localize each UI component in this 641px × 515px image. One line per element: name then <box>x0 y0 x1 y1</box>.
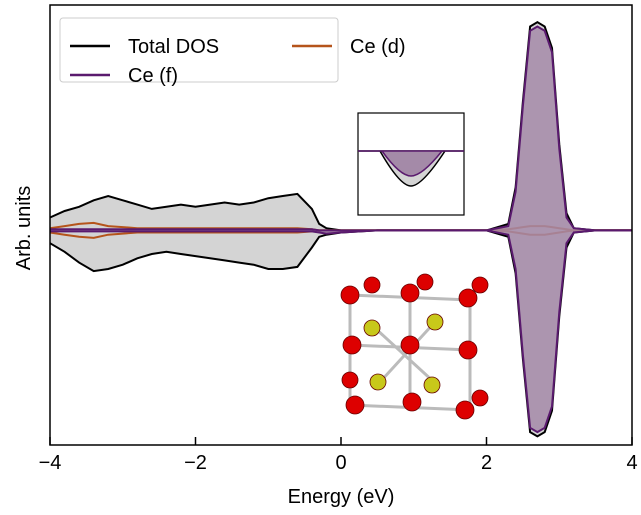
atoms <box>340 273 489 420</box>
dos-line-up <box>50 25 632 232</box>
dos-line-down <box>49 229 632 438</box>
legend-label: Ce (d) <box>350 36 406 58</box>
legend <box>59 17 339 83</box>
dos-line-down <box>50 229 632 434</box>
inset-f <box>358 150 464 177</box>
inset <box>357 112 465 216</box>
x-tick-label: 2 <box>481 452 492 474</box>
legend-label: Total DOS <box>128 36 219 58</box>
x-tick-label: 4 <box>626 452 637 474</box>
x-axis-label: Energy (eV) <box>288 486 395 508</box>
x-tick-label: 0 <box>335 452 346 474</box>
x-tick-label: −4 <box>39 452 62 474</box>
y-axis-label: Arb. units <box>13 186 35 270</box>
legend-label: Ce (f) <box>128 65 178 87</box>
dos-line-up <box>49 21 632 232</box>
x-tick-label: −2 <box>184 452 207 474</box>
